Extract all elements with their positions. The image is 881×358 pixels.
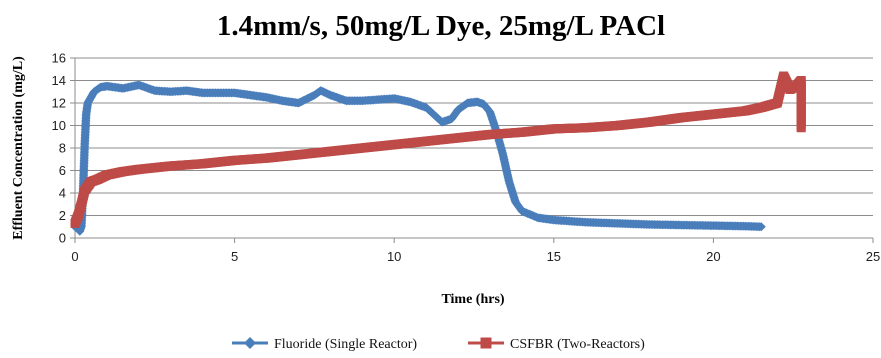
y-tick-label: 16 <box>52 51 66 66</box>
y-tick-label: 8 <box>59 141 66 156</box>
legend-item: Fluoride (Single Reactor) <box>232 337 417 352</box>
y-tick-label: 2 <box>59 208 66 223</box>
x-tick-label: 15 <box>547 249 561 264</box>
x-tick-label: 10 <box>387 249 401 264</box>
x-tick-label: 5 <box>231 249 238 264</box>
chart-title: 1.4mm/s, 50mg/L Dye, 25mg/L PACl <box>217 10 665 42</box>
data-series <box>70 71 806 236</box>
y-tick-label: 10 <box>52 118 66 133</box>
legend: Fluoride (Single Reactor) CSFBR (Two-Reac… <box>232 337 645 352</box>
tick-labels: 0 2 4 6 8 10 12 14 16 0 5 10 15 20 25 <box>52 51 881 265</box>
y-tick-label: 4 <box>59 186 66 201</box>
axes <box>70 57 874 243</box>
legend-label: CSFBR (Two-Reactors) <box>510 337 645 352</box>
legend-marker <box>244 337 256 349</box>
y-axis-title: Effluent Concentration (mg/L) <box>11 56 26 240</box>
data-point <box>756 222 766 232</box>
series-fluoride <box>70 80 766 236</box>
y-tick-label: 6 <box>59 163 66 178</box>
x-tick-label: 0 <box>71 249 78 264</box>
x-axis-title: Time (hrs) <box>441 292 504 307</box>
y-tick-label: 12 <box>52 96 66 111</box>
x-tick-label: 25 <box>866 249 880 264</box>
series-csfbr <box>70 71 806 228</box>
y-tick-label: 0 <box>59 231 66 246</box>
legend-label: Fluoride (Single Reactor) <box>274 337 417 352</box>
y-tick-label: 14 <box>52 73 66 88</box>
legend-marker <box>480 337 492 349</box>
x-tick-label: 20 <box>706 249 720 264</box>
legend-item: CSFBR (Two-Reactors) <box>468 337 645 352</box>
series-line <box>74 72 803 224</box>
data-point <box>796 123 806 133</box>
